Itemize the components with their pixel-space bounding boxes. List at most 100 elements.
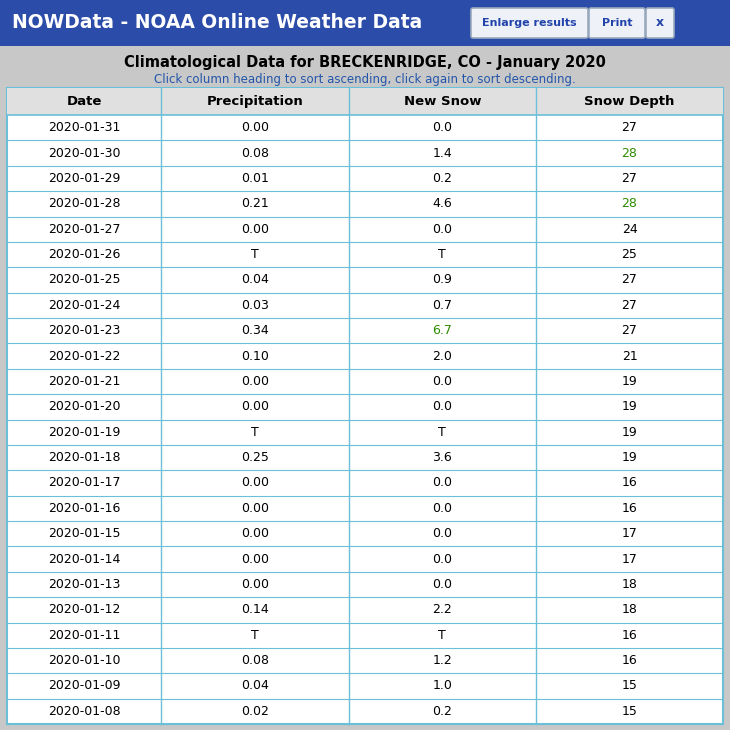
Text: 2020-01-19: 2020-01-19 xyxy=(47,426,120,439)
Text: 0.0: 0.0 xyxy=(432,121,453,134)
Text: 3.6: 3.6 xyxy=(432,451,452,464)
Text: 0.08: 0.08 xyxy=(241,147,269,160)
Text: 17: 17 xyxy=(622,553,637,566)
Text: 0.2: 0.2 xyxy=(432,704,453,718)
Text: 0.00: 0.00 xyxy=(241,553,269,566)
Text: 0.00: 0.00 xyxy=(241,400,269,413)
Bar xyxy=(0,0,730,46)
Text: 19: 19 xyxy=(622,426,637,439)
Text: 18: 18 xyxy=(622,603,637,616)
Text: 0.00: 0.00 xyxy=(241,223,269,236)
Text: 2020-01-30: 2020-01-30 xyxy=(47,147,120,160)
Text: 0.10: 0.10 xyxy=(241,350,269,363)
Text: 0.21: 0.21 xyxy=(241,197,269,210)
Text: 2020-01-10: 2020-01-10 xyxy=(47,654,120,667)
Text: 0.01: 0.01 xyxy=(241,172,269,185)
Text: 27: 27 xyxy=(622,172,637,185)
Text: 16: 16 xyxy=(622,502,637,515)
Text: 28: 28 xyxy=(622,197,637,210)
Text: 6.7: 6.7 xyxy=(432,324,453,337)
Text: 25: 25 xyxy=(622,248,637,261)
Text: 27: 27 xyxy=(622,274,637,286)
Text: 0.0: 0.0 xyxy=(432,553,453,566)
Text: 17: 17 xyxy=(622,527,637,540)
Text: 27: 27 xyxy=(622,324,637,337)
Text: 2020-01-29: 2020-01-29 xyxy=(47,172,120,185)
Text: 2020-01-09: 2020-01-09 xyxy=(47,680,120,693)
Text: 0.0: 0.0 xyxy=(432,578,453,591)
Text: 2020-01-23: 2020-01-23 xyxy=(47,324,120,337)
Text: 0.08: 0.08 xyxy=(241,654,269,667)
Text: 2020-01-24: 2020-01-24 xyxy=(47,299,120,312)
Text: 16: 16 xyxy=(622,654,637,667)
Text: 0.0: 0.0 xyxy=(432,400,453,413)
Text: 2020-01-27: 2020-01-27 xyxy=(47,223,120,236)
Text: 1.2: 1.2 xyxy=(432,654,452,667)
Text: 1.0: 1.0 xyxy=(432,680,453,693)
Text: 0.0: 0.0 xyxy=(432,375,453,388)
Text: 2020-01-26: 2020-01-26 xyxy=(47,248,120,261)
Text: 0.00: 0.00 xyxy=(241,502,269,515)
Bar xyxy=(7,88,723,724)
Text: T: T xyxy=(439,629,446,642)
Text: 21: 21 xyxy=(622,350,637,363)
Text: 2020-01-17: 2020-01-17 xyxy=(47,477,120,489)
Text: New Snow: New Snow xyxy=(404,95,481,108)
Text: 2020-01-28: 2020-01-28 xyxy=(47,197,120,210)
Text: Click column heading to sort ascending, click again to sort descending.: Click column heading to sort ascending, … xyxy=(154,74,576,86)
Text: 28: 28 xyxy=(622,147,637,160)
FancyBboxPatch shape xyxy=(646,8,674,38)
Text: 15: 15 xyxy=(622,680,637,693)
Text: 2020-01-21: 2020-01-21 xyxy=(47,375,120,388)
Text: 19: 19 xyxy=(622,375,637,388)
Text: Date: Date xyxy=(66,95,101,108)
Text: 2020-01-22: 2020-01-22 xyxy=(47,350,120,363)
Text: 0.2: 0.2 xyxy=(432,172,453,185)
Text: 2020-01-15: 2020-01-15 xyxy=(47,527,120,540)
Text: T: T xyxy=(439,248,446,261)
Text: Precipitation: Precipitation xyxy=(207,95,303,108)
Text: x: x xyxy=(656,17,664,29)
Text: 1.4: 1.4 xyxy=(432,147,452,160)
Text: 0.34: 0.34 xyxy=(241,324,269,337)
Text: 0.00: 0.00 xyxy=(241,375,269,388)
Text: 2020-01-16: 2020-01-16 xyxy=(47,502,120,515)
Text: NOWData - NOAA Online Weather Data: NOWData - NOAA Online Weather Data xyxy=(12,13,422,33)
Text: 27: 27 xyxy=(622,299,637,312)
Text: T: T xyxy=(251,248,258,261)
Text: 0.04: 0.04 xyxy=(241,680,269,693)
Text: 0.04: 0.04 xyxy=(241,274,269,286)
Text: 2.0: 2.0 xyxy=(432,350,453,363)
Text: T: T xyxy=(251,629,258,642)
Text: Climatological Data for BRECKENRIDGE, CO - January 2020: Climatological Data for BRECKENRIDGE, CO… xyxy=(124,55,606,71)
Text: 0.02: 0.02 xyxy=(241,704,269,718)
Text: Print: Print xyxy=(602,18,632,28)
Text: 2020-01-14: 2020-01-14 xyxy=(47,553,120,566)
Text: 2020-01-31: 2020-01-31 xyxy=(47,121,120,134)
Text: 0.0: 0.0 xyxy=(432,502,453,515)
Text: 18: 18 xyxy=(622,578,637,591)
Text: 0.7: 0.7 xyxy=(432,299,453,312)
Text: 2020-01-12: 2020-01-12 xyxy=(47,603,120,616)
Text: 27: 27 xyxy=(622,121,637,134)
Text: 0.14: 0.14 xyxy=(241,603,269,616)
Text: 2020-01-25: 2020-01-25 xyxy=(47,274,120,286)
Text: 0.0: 0.0 xyxy=(432,223,453,236)
Text: 2020-01-08: 2020-01-08 xyxy=(47,704,120,718)
Text: 0.9: 0.9 xyxy=(432,274,453,286)
Text: 2020-01-13: 2020-01-13 xyxy=(47,578,120,591)
Text: 2020-01-20: 2020-01-20 xyxy=(47,400,120,413)
Text: 0.00: 0.00 xyxy=(241,477,269,489)
Text: 0.00: 0.00 xyxy=(241,121,269,134)
Text: 2020-01-18: 2020-01-18 xyxy=(47,451,120,464)
FancyBboxPatch shape xyxy=(589,8,645,38)
Text: T: T xyxy=(439,426,446,439)
Text: 0.00: 0.00 xyxy=(241,578,269,591)
Text: 19: 19 xyxy=(622,400,637,413)
Text: 0.0: 0.0 xyxy=(432,527,453,540)
Text: 0.00: 0.00 xyxy=(241,527,269,540)
Text: 16: 16 xyxy=(622,629,637,642)
Text: 15: 15 xyxy=(622,704,637,718)
Text: 0.0: 0.0 xyxy=(432,477,453,489)
Text: 16: 16 xyxy=(622,477,637,489)
